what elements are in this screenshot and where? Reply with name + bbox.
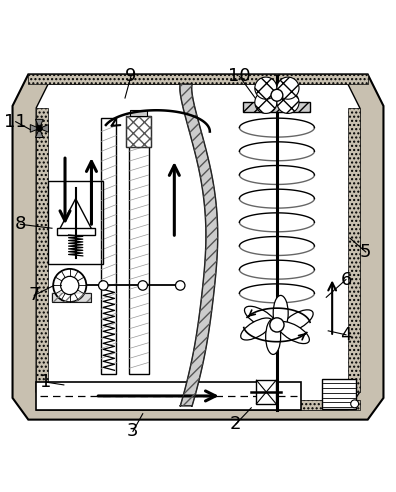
Bar [29,74,367,84]
Bar [244,102,310,112]
Text: 7: 7 [29,286,40,305]
Polygon shape [36,128,43,137]
Text: 4: 4 [340,326,352,344]
Circle shape [99,281,108,290]
Bar [36,400,360,410]
Circle shape [255,77,277,99]
Bar [348,108,360,392]
Circle shape [36,125,42,131]
Circle shape [53,269,86,302]
Bar [36,382,301,410]
Bar [322,379,356,409]
Polygon shape [39,124,48,132]
Circle shape [175,281,185,290]
Bar [101,118,116,374]
Circle shape [277,77,299,99]
Circle shape [351,400,359,408]
Bar [126,116,151,147]
Text: 11: 11 [4,113,27,131]
Bar [57,228,95,235]
Text: 1: 1 [40,373,52,391]
Bar [129,129,148,374]
Polygon shape [59,199,92,230]
Circle shape [255,92,277,114]
Ellipse shape [273,295,288,331]
Circle shape [61,277,79,295]
Polygon shape [30,124,39,132]
Ellipse shape [244,306,276,328]
Polygon shape [36,84,360,410]
Circle shape [271,90,283,101]
Text: 5: 5 [360,243,371,261]
Ellipse shape [241,318,272,340]
Circle shape [277,92,299,114]
Ellipse shape [266,319,281,354]
Polygon shape [13,74,383,420]
Bar [52,293,91,302]
Ellipse shape [282,310,313,332]
Text: 3: 3 [127,423,139,440]
Ellipse shape [278,322,309,343]
Bar [36,108,48,392]
Text: 8: 8 [15,215,26,233]
Bar [126,116,151,147]
Circle shape [138,281,147,290]
Bar [48,181,103,264]
Polygon shape [180,84,218,406]
Bar [130,110,147,116]
Circle shape [270,318,284,332]
Bar [52,293,91,302]
Text: 9: 9 [125,67,137,85]
Polygon shape [36,120,43,128]
Text: 6: 6 [340,271,352,288]
Text: 10: 10 [228,67,251,85]
Bar [256,380,276,404]
Text: 2: 2 [230,415,241,433]
